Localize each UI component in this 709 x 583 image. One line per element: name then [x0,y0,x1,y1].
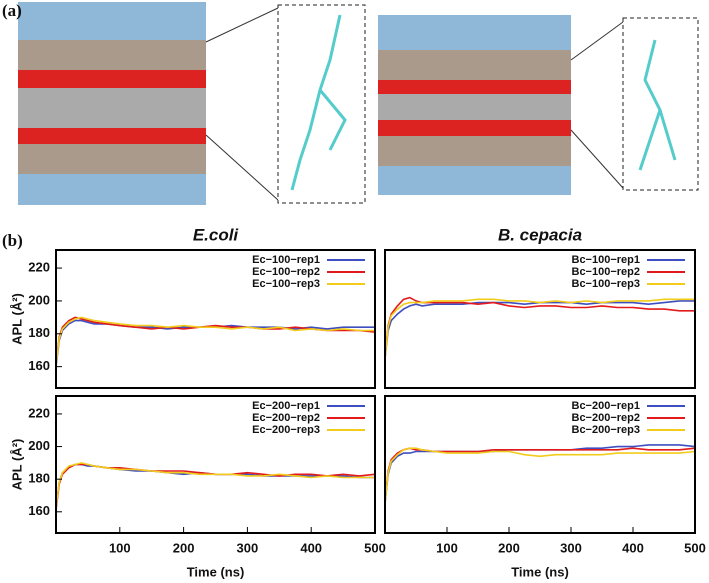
panel-label: (b) [2,231,23,250]
legend-label: Ec−200−rep3 [252,424,320,436]
series-line [384,444,696,504]
x-tick-label: 400 [622,540,644,555]
panel-label: (a) [2,1,22,20]
series-line [384,298,695,359]
chart-title: E.coli [193,225,240,244]
legend-label: Bc−200−rep1 [572,400,641,412]
legend-label: Bc−200−rep2 [572,412,641,424]
y-axis-label: APL (Å²) [9,293,24,345]
series-line [384,296,695,357]
x-tick-label: 200 [173,540,195,555]
series-line [55,316,376,364]
y-tick-label: 200 [28,292,50,307]
legend-label: Ec−200−rep2 [252,412,320,424]
legend-label: Ec−100−rep2 [252,266,320,278]
y-tick-label: 220 [28,405,50,420]
legend-label: Bc−100−rep3 [572,278,641,290]
x-tick-label: 300 [237,540,259,555]
series-line [55,463,375,509]
x-tick-label: 100 [436,540,458,555]
x-tick-label: 400 [300,540,322,555]
membrane-illustration [18,2,699,205]
y-tick-label: 180 [28,471,50,486]
x-tick-label: 100 [109,540,131,555]
legend-label: Bc−200−rep3 [572,424,641,436]
x-tick-label: 300 [560,540,582,555]
plot-frame [384,395,696,534]
legend-label: Ec−200−rep1 [252,400,320,412]
x-tick-label: 500 [364,540,386,555]
series-line [55,316,375,366]
y-tick-label: 160 [28,503,50,518]
y-tick-label: 200 [28,438,50,453]
plot-frame [55,249,376,389]
series-line [384,447,696,504]
plot-frame [384,249,696,389]
x-tick-label: 500 [684,540,706,555]
legend-label: Ec−100−rep3 [252,278,320,290]
legend-label: Bc−100−rep2 [572,266,641,278]
y-tick-label: 180 [28,325,50,340]
legend-label: Ec−100−rep1 [252,254,320,266]
series-line [384,300,695,359]
series-line [55,463,376,511]
series-line [55,462,375,509]
plot-frame [55,395,376,534]
legend-label: Bc−100−rep1 [572,254,641,266]
y-tick-label: 220 [28,260,50,275]
x-tick-label: 200 [498,540,520,555]
chart-title: B. cepacia [498,225,582,244]
x-axis-label: Time (ns) [187,564,245,579]
y-axis-label: APL (Å²) [9,439,24,491]
x-axis-label: Time (ns) [511,564,569,579]
y-tick-label: 160 [28,358,50,373]
